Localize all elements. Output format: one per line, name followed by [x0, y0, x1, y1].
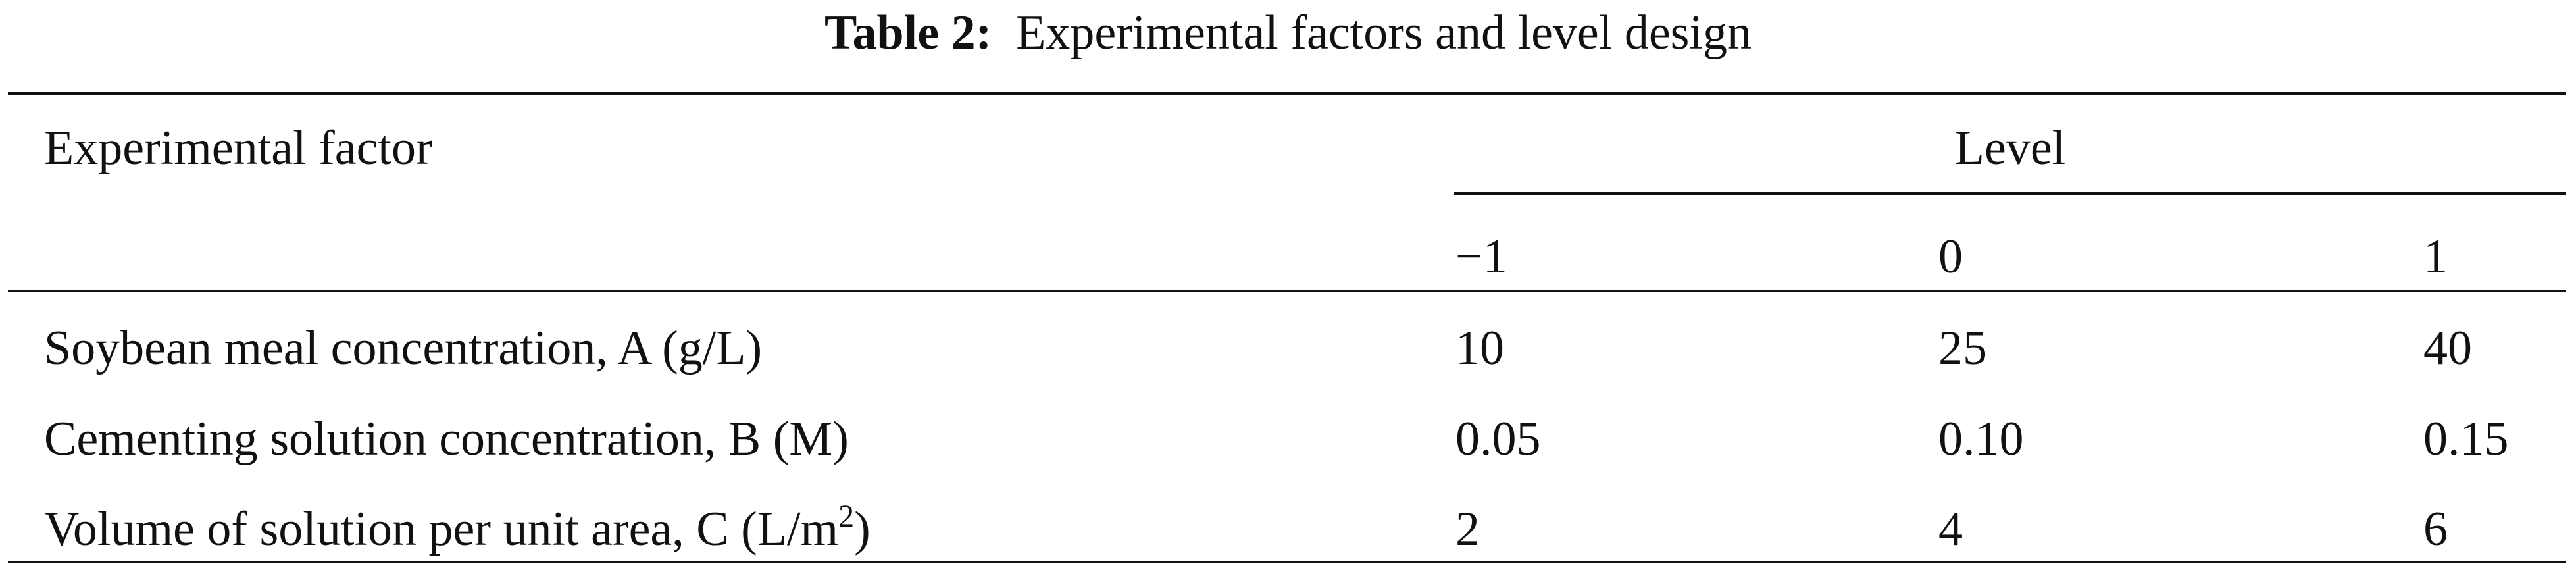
- table-title: Table 2: Experimental factors and level …: [0, 9, 2576, 57]
- bottom-rule: [8, 561, 2566, 563]
- header-cell: −1: [1455, 230, 1507, 284]
- cell: 25: [1938, 321, 1987, 375]
- level-rule: [1454, 192, 2566, 195]
- cell: 0.05: [1455, 412, 1541, 466]
- table-label: Table 2:: [824, 6, 992, 60]
- row-label: Volume of solution per unit area, C (L/m…: [44, 501, 871, 556]
- cell: 0.15: [2423, 412, 2509, 466]
- header-cell: Experimental factor: [44, 121, 432, 175]
- cell: 2: [1455, 502, 1480, 556]
- cell: 40: [2423, 321, 2472, 375]
- header-cell: 0: [1938, 230, 1963, 284]
- header-cell: 1: [2423, 230, 2448, 284]
- row-label-text: Volume of solution per unit area, C (L/m: [44, 502, 839, 556]
- cell: 6: [2423, 502, 2448, 556]
- cell: 4: [1938, 502, 1963, 556]
- table-caption: Experimental factors and level design: [1016, 6, 1752, 60]
- cell: 10: [1455, 321, 1504, 375]
- superscript: 2: [838, 499, 855, 534]
- cell: 0.10: [1938, 412, 2024, 466]
- top-rule: [8, 92, 2566, 95]
- header-rule: [8, 290, 2566, 292]
- row-label-text: ): [854, 502, 871, 556]
- row-label: Soybean meal concentration, A (g/L): [44, 321, 763, 375]
- header-cell: Level: [1954, 121, 2066, 175]
- row-label: Cementing solution concentration, B (M): [44, 412, 849, 466]
